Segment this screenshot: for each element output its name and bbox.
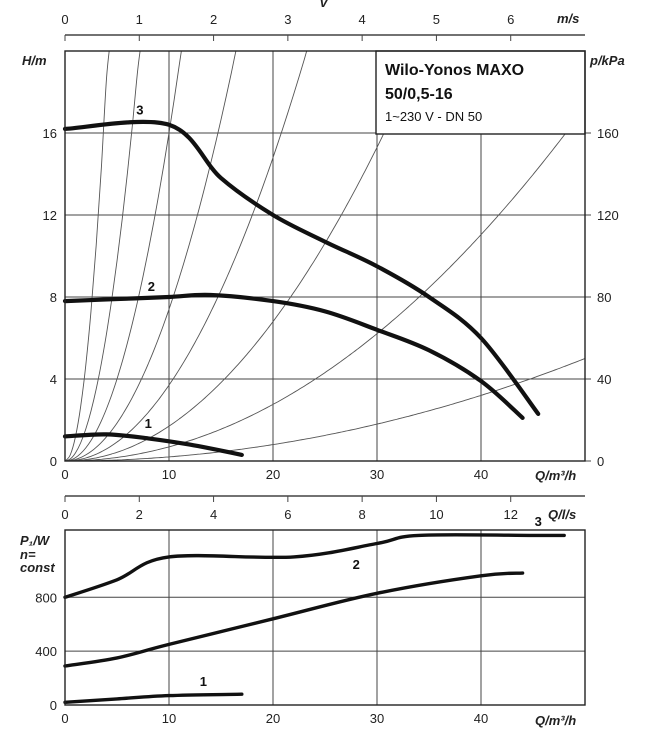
x2-tick-label: 6 xyxy=(507,12,514,27)
y-tick-label: 4 xyxy=(50,372,57,387)
system-curve xyxy=(65,51,423,461)
y-tick-label: 16 xyxy=(43,126,57,141)
y-axis-label-power-const: const xyxy=(20,560,55,575)
y-tick-label: 8 xyxy=(50,290,57,305)
x2-axis-symbol-velocity: v xyxy=(320,0,328,10)
x-tick-label: 40 xyxy=(474,467,488,482)
legend-subtitle: 1~230 V - DN 50 xyxy=(385,109,482,124)
power-curves: 3 2 1 xyxy=(63,514,566,704)
y2-tick-label: 0 xyxy=(597,454,604,469)
x-tick-label: 20 xyxy=(266,467,280,482)
bottom-x-tick-label: 0 xyxy=(61,711,68,726)
ls-tick-label: 4 xyxy=(210,507,217,522)
ls-tick-label: 12 xyxy=(503,507,517,522)
bottom-x-tick-label: 40 xyxy=(474,711,488,726)
ls-tick-label: 0 xyxy=(61,507,68,522)
x-tick-label: 30 xyxy=(370,467,384,482)
y2-tick-label: 80 xyxy=(597,290,611,305)
system-curve xyxy=(65,51,110,461)
bottom-plot-frame xyxy=(64,529,586,706)
y2-axis-label-pressure: p/kPa xyxy=(589,53,625,68)
head-curve-label-1: 1 xyxy=(145,416,152,431)
bottom-y-tick-label: 400 xyxy=(35,644,57,659)
head-curve-1 xyxy=(62,432,244,457)
bottom-x-tick-label: 10 xyxy=(162,711,176,726)
legend: Wilo-Yonos MAXO 50/0,5-16 1~230 V - DN 5… xyxy=(375,50,586,135)
x2-tick-label: 5 xyxy=(433,12,440,27)
head-curve-2 xyxy=(62,292,525,420)
system-curve xyxy=(65,358,585,461)
y-axis-label-power: P₁/W xyxy=(20,533,51,548)
y2-tick-label: 160 xyxy=(597,126,619,141)
system-curve xyxy=(65,51,308,461)
top-plot-frame xyxy=(64,50,586,462)
head-curves: 3 2 1 xyxy=(62,103,541,457)
x-axis-label-flow-bottom: Q/m³/h xyxy=(535,713,576,728)
head-curve-3 xyxy=(62,119,541,416)
x2-tick-label: 3 xyxy=(284,12,291,27)
bottom-y-tick-label: 0 xyxy=(50,698,57,713)
bottom-x-tick-label: 20 xyxy=(266,711,280,726)
x-axis-label-flow: Q/m³/h xyxy=(535,468,576,483)
system-curve xyxy=(65,51,237,461)
system-curve xyxy=(65,51,182,461)
y-tick-label: 12 xyxy=(43,208,57,223)
x-tick-label: 10 xyxy=(162,467,176,482)
bottom-y-tick-label: 800 xyxy=(35,590,57,605)
y2-tick-label: 120 xyxy=(597,208,619,223)
power-curve-label-1: 1 xyxy=(200,674,207,689)
power-curve-1 xyxy=(63,692,244,704)
bottom-x-tick-label: 30 xyxy=(370,711,384,726)
x2-tick-label: 1 xyxy=(136,12,143,27)
ls-tick-label: 6 xyxy=(284,507,291,522)
legend-title-line1: Wilo-Yonos MAXO xyxy=(385,62,524,79)
ls-tick-label: 10 xyxy=(429,507,443,522)
x2-tick-label: 2 xyxy=(210,12,217,27)
x2-axis-label-velocity: m/s xyxy=(557,11,579,26)
x-tick-label: 0 xyxy=(61,467,68,482)
ls-tick-label: 2 xyxy=(136,507,143,522)
head-curve-label-3: 3 xyxy=(136,103,143,118)
y-tick-label: 0 xyxy=(50,454,57,469)
x2-axis-label-ls: Q/l/s xyxy=(548,507,576,522)
power-curve-label-2: 2 xyxy=(353,557,360,572)
power-curve-3 xyxy=(63,533,566,599)
y-axis-label-head: H/m xyxy=(22,53,47,68)
system-curves xyxy=(65,51,585,461)
legend-title-line2: 50/0,5-16 xyxy=(385,86,453,103)
power-curve-2 xyxy=(63,571,525,668)
system-curve xyxy=(65,107,585,461)
x2-tick-label: 0 xyxy=(61,12,68,27)
bottom-labels: P₁/W n= const Q/m³/h Q/l/s xyxy=(20,507,576,728)
head-curve-label-2: 2 xyxy=(148,279,155,294)
y2-tick-label: 40 xyxy=(597,372,611,387)
x2-tick-label: 4 xyxy=(359,12,366,27)
ls-tick-label: 8 xyxy=(359,507,366,522)
system-curve xyxy=(65,51,141,461)
power-curve-label-3: 3 xyxy=(535,514,542,529)
y-axis-label-power-n: n= xyxy=(20,547,36,562)
top-labels: H/m p/kPa Q/m³/h v m/s xyxy=(22,0,625,483)
